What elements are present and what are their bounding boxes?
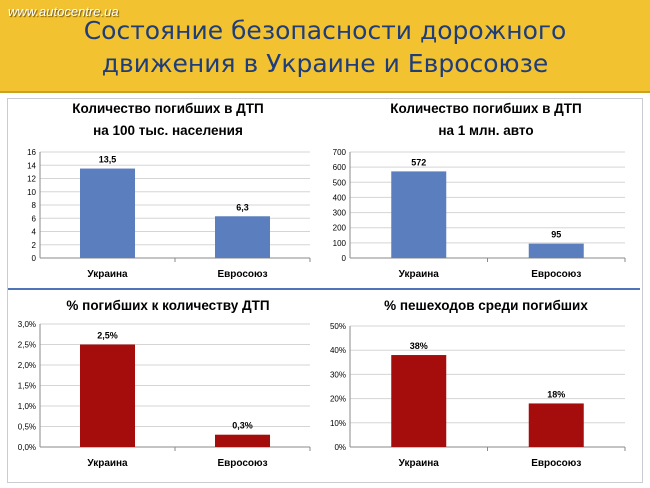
y-tick-label: 3,0% (18, 320, 36, 329)
y-tick-label: 4 (32, 228, 37, 237)
y-tick-label: 200 (333, 224, 347, 233)
bar (528, 403, 584, 447)
category-label: Евросоюз (531, 458, 581, 469)
bar (391, 355, 447, 447)
chart-title-line: % погибших к количеству ДТП (66, 298, 269, 313)
y-tick-label: 0 (342, 254, 347, 263)
category-label: Украина (399, 458, 440, 469)
y-tick-label: 0,0% (18, 443, 36, 452)
category-label: Украина (399, 269, 440, 280)
y-tick-label: 10 (27, 188, 36, 197)
y-tick-label: 2,0% (18, 361, 36, 370)
y-tick-label: 12 (27, 175, 36, 184)
category-label: Украина (87, 269, 128, 280)
y-tick-label: 1,5% (18, 382, 36, 391)
data-label: 572 (411, 157, 426, 167)
y-tick-label: 500 (333, 178, 347, 187)
chart-title-line: Количество погибших в ДТП (72, 101, 264, 116)
y-tick-label: 2,5% (18, 341, 36, 350)
charts-frame (7, 98, 643, 483)
y-tick-label: 6 (32, 214, 37, 223)
bar (215, 434, 270, 447)
section-divider (8, 288, 640, 290)
y-tick-label: 0 (32, 254, 37, 263)
bar (80, 168, 135, 258)
y-tick-label: 16 (27, 148, 36, 157)
y-tick-label: 20% (330, 395, 346, 404)
data-label: 13,5 (99, 155, 117, 165)
page-title-line-2: движения в Украине и Евросоюзе (101, 49, 549, 78)
y-tick-label: 30% (330, 370, 346, 379)
y-tick-label: 0,5% (18, 423, 36, 432)
y-tick-label: 0% (334, 443, 346, 452)
chart-title-line: Количество погибших в ДТП (390, 101, 582, 116)
watermark: www.autocentre.ua (8, 4, 119, 19)
category-label: Украина (87, 458, 128, 469)
data-label: 38% (410, 341, 428, 351)
page-title-line-1: Состояние безопасности дорожного (83, 16, 567, 45)
header-banner: www.autocentre.ua Состояние безопасности… (0, 0, 650, 93)
bar (80, 344, 135, 447)
y-tick-label: 700 (333, 148, 347, 157)
y-tick-label: 40% (330, 346, 346, 355)
y-tick-label: 100 (333, 239, 347, 248)
data-label: 0,3% (232, 421, 253, 431)
y-tick-label: 600 (333, 163, 347, 172)
bar (215, 216, 270, 258)
chart-title-line: % пешеходов среди погибших (384, 298, 588, 313)
chart-title-line: на 1 млн. авто (438, 123, 533, 138)
data-label: 2,5% (97, 331, 118, 341)
data-label: 6,3 (236, 202, 249, 212)
chart-title-line: на 100 тыс. населения (93, 123, 243, 138)
y-tick-label: 10% (330, 419, 346, 428)
category-label: Евросоюз (217, 458, 267, 469)
data-label: 18% (547, 389, 565, 399)
y-tick-label: 8 (32, 201, 37, 210)
y-tick-label: 50% (330, 322, 346, 331)
y-tick-label: 14 (27, 161, 36, 170)
bar (528, 243, 584, 258)
y-tick-label: 400 (333, 193, 347, 202)
y-tick-label: 1,0% (18, 402, 36, 411)
page-title: Состояние безопасности дорожного движени… (0, 14, 650, 80)
y-tick-label: 2 (32, 241, 37, 250)
bar (391, 171, 447, 258)
data-label: 95 (551, 230, 561, 240)
category-label: Евросоюз (531, 269, 581, 280)
y-tick-label: 300 (333, 209, 347, 218)
category-label: Евросоюз (217, 269, 267, 280)
